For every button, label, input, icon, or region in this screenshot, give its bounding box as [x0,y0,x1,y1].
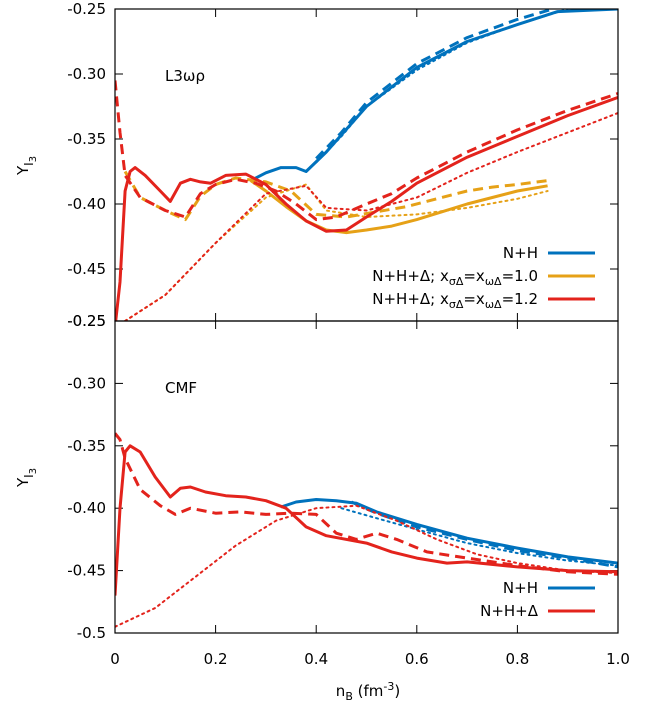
y-tick-label: -0.30 [67,374,106,392]
legend-label-1: N+H+Δ; xσΔ=xωΔ=1.0 [372,267,538,288]
series-line-3 [115,444,618,596]
legend-label-0: N+H [503,579,538,597]
plot-frame [114,320,619,634]
x-tick-label: 0.2 [204,650,228,668]
plot-frame [114,8,619,322]
series-line-5 [115,504,618,628]
series-line-0 [250,9,618,182]
y-tick-label: -0.25 [67,312,106,330]
y-tick-label: -0.40 [67,195,106,213]
panel-title: L3ωρ [165,67,205,85]
series-line-4 [115,432,618,576]
y-tick-label: -0.25 [67,312,106,330]
series-line-2 [315,9,569,164]
x-tick-label: 0.4 [304,650,328,668]
panel-title: CMF [165,379,197,397]
x-axis-label: nB (fm-3) [336,680,400,703]
x-tick-label: 0.8 [505,650,529,668]
series-line-8 [123,112,618,321]
series-line-2 [340,507,618,567]
panel-cmf: -0.25 -0.30 -0.35 -0.40 -0.45 -0.5 CMF YI3 N+H N+… [14,312,619,642]
y-tick-label: -0.35 [67,437,106,455]
series-line-1 [315,9,554,160]
series-line-3 [249,179,548,235]
x-tick-label: 1.0 [606,650,630,668]
series-line-1 [350,500,618,569]
series-line-7 [115,80,618,222]
legend-label-0: N+H [503,244,538,262]
legend-label-2: N+H+Δ; xσΔ=xωΔ=1.2 [372,290,538,311]
y-tick-label: -0.35 [67,130,106,148]
panel-l3wr: -0.25 -0.30 -0.35 -0.40 -0.45 -0.25 L3ωρ YI3 N+H… [14,0,619,330]
series-group [115,9,618,321]
series-line-0 [280,498,618,565]
legend-label-1: N+H+Δ [480,602,539,620]
series-group [115,432,618,628]
series-line-6 [115,95,618,321]
x-tick-label: 0.6 [405,650,429,668]
y-tick-label: -0.45 [67,562,106,580]
y-axis-label: YI3 [14,156,39,176]
y-axis-label: YI3 [14,468,39,488]
y-tick-label: -0.30 [67,65,106,83]
y-tick-label: -0.25 [67,0,106,18]
x-tick-label: 0 [110,650,120,668]
y-tick-label: -0.40 [67,499,106,517]
y-tick-label: -0.5 [77,624,106,642]
y-tick-label: -0.45 [67,260,106,278]
